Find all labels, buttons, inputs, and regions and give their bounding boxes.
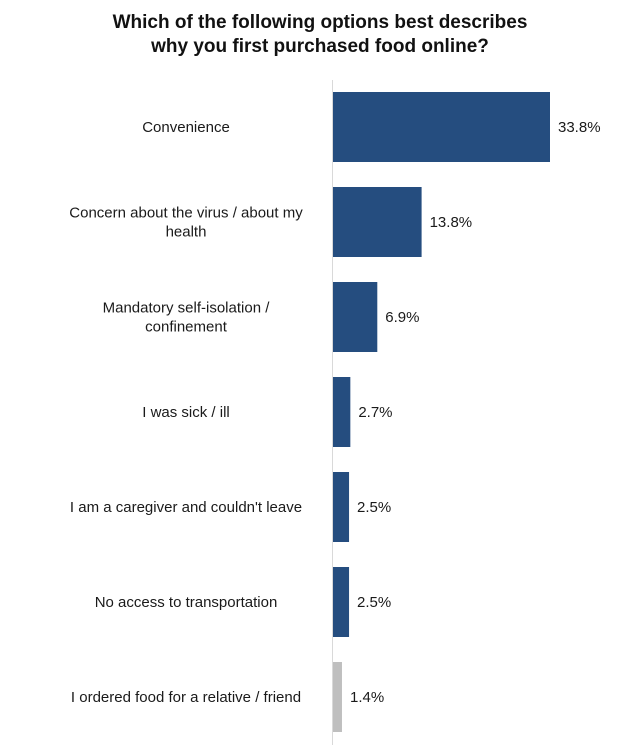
data-label: 33.8% [558,119,601,136]
data-label: 2.5% [357,499,391,516]
bar [333,662,342,732]
category-label: Mandatory self-isolation / confinement [103,300,271,336]
category-label: I was sick / ill [142,404,230,421]
data-label: 1.4% [350,689,384,706]
data-label: 6.9% [385,309,419,326]
category-label: I am a caregiver and couldn't leave [70,499,302,516]
bar [333,472,350,542]
category-label: Concern about the virus / about my health [69,205,303,241]
bar [333,377,351,447]
data-label: 2.5% [357,594,391,611]
data-label: 13.8% [430,214,473,231]
chart-title-line-2: why you first purchased food online? [151,36,489,57]
bar [333,282,378,352]
category-label: Convenience [142,119,230,136]
bar [333,187,422,257]
bar [333,567,350,637]
bar [333,92,550,162]
category-label: I ordered food for a relative / friend [71,689,301,706]
data-label: 2.7% [358,404,392,421]
category-label: No access to transportation [95,594,278,611]
chart-title-line-1: Which of the following options best desc… [112,12,528,33]
